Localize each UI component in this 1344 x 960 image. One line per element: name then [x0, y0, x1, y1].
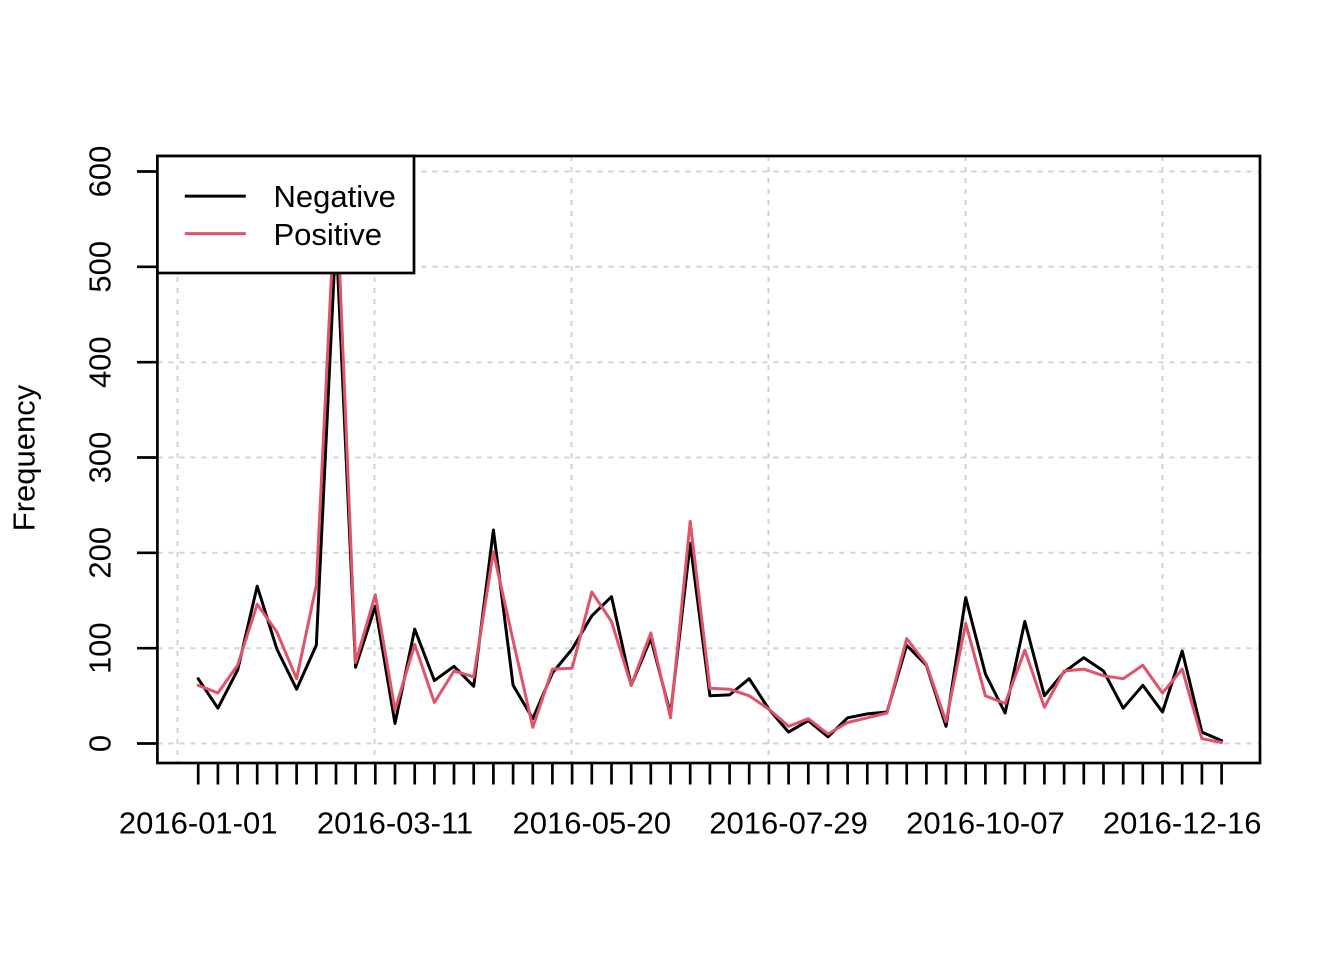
svg-text:Frequency: Frequency: [7, 384, 42, 531]
svg-text:100: 100: [83, 622, 118, 674]
svg-text:400: 400: [83, 336, 118, 388]
svg-text:2016-03-11: 2016-03-11: [317, 805, 473, 840]
svg-text:Positive: Positive: [274, 217, 383, 252]
svg-text:2016-07-29: 2016-07-29: [709, 805, 868, 840]
svg-text:2016-01-01: 2016-01-01: [119, 805, 278, 840]
svg-text:2016-10-07: 2016-10-07: [906, 805, 1065, 840]
svg-text:0: 0: [83, 735, 118, 752]
svg-text:200: 200: [83, 527, 118, 579]
svg-text:2016-12-16: 2016-12-16: [1103, 805, 1262, 840]
svg-text:600: 600: [83, 146, 118, 198]
svg-text:Negative: Negative: [274, 179, 396, 214]
svg-text:300: 300: [83, 432, 118, 484]
svg-text:2016-05-20: 2016-05-20: [513, 805, 672, 840]
svg-text:500: 500: [83, 241, 118, 293]
